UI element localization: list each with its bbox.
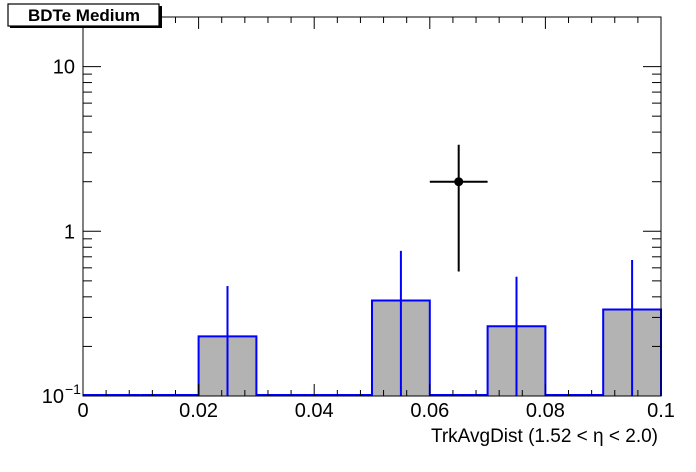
plot-frame bbox=[82, 16, 662, 397]
x-axis-tick-label: 0 bbox=[77, 400, 88, 422]
title-box: BDTe Medium bbox=[7, 3, 162, 28]
x-axis-tick-label: 0.1 bbox=[647, 400, 675, 422]
chart-title: BDTe Medium bbox=[28, 6, 140, 25]
y-axis-tick-label: 10 bbox=[42, 386, 64, 408]
x-axis-tick-label: 0.04 bbox=[295, 400, 334, 422]
y-axis-tick-label: 10 bbox=[53, 57, 75, 79]
data-point-marker bbox=[454, 177, 464, 187]
y-axis-tick-label: 1 bbox=[64, 221, 75, 243]
x-axis-title: TrkAvgDist (1.52 < η < 2.0) bbox=[431, 426, 658, 447]
title-box-shadow-right bbox=[159, 6, 162, 28]
data-points-layer bbox=[429, 144, 488, 272]
x-axis-tick-label: 0.06 bbox=[410, 400, 449, 422]
y-axis-tick-label-exponent: −1 bbox=[65, 381, 81, 397]
x-axis-tick-label: 0.02 bbox=[179, 400, 218, 422]
x-axis-tick-label: 0.08 bbox=[526, 400, 565, 422]
title-box-shadow-bottom bbox=[10, 26, 162, 28]
histogram-layer bbox=[83, 250, 662, 396]
